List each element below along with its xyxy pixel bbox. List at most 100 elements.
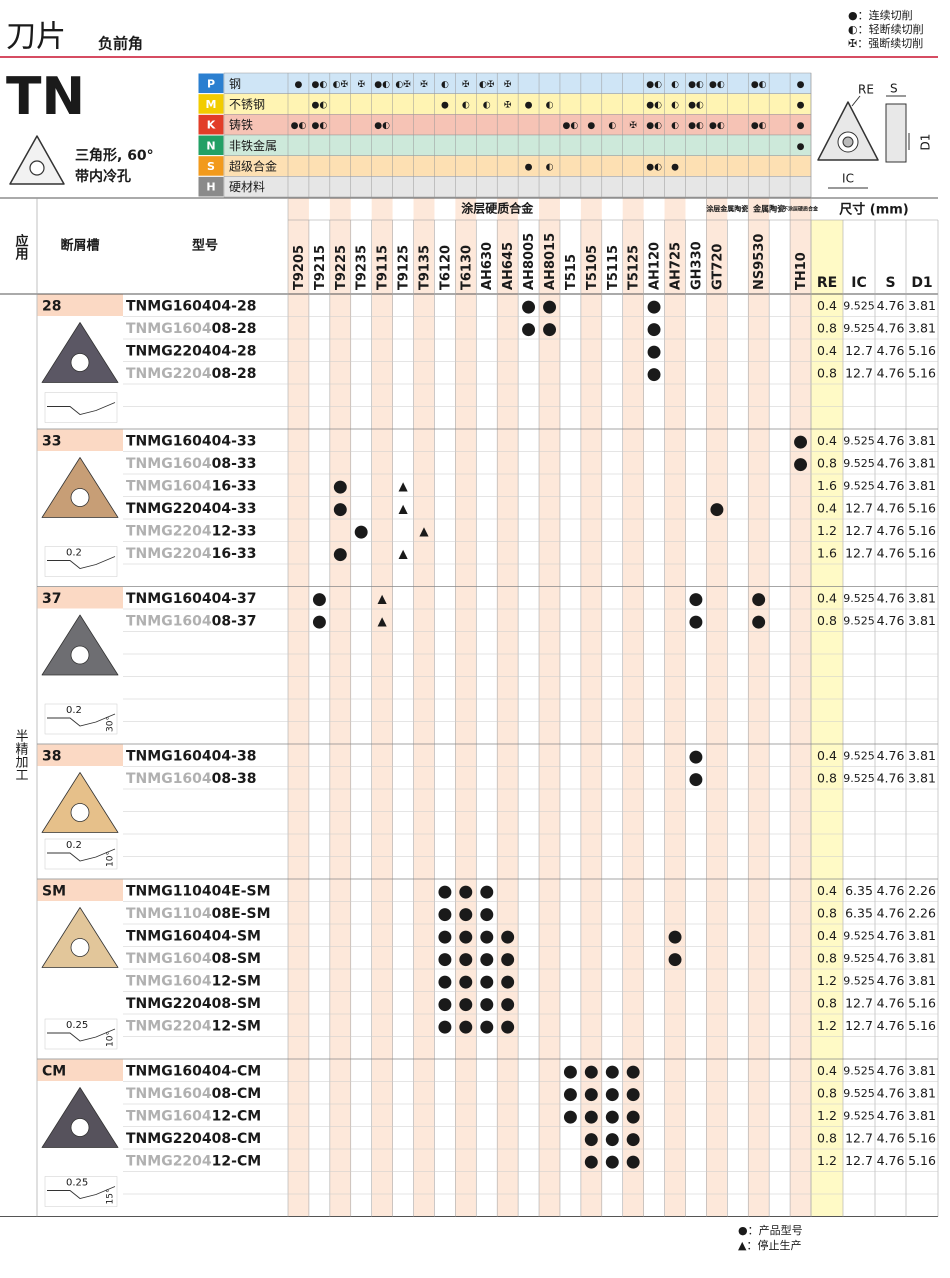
column-stripe bbox=[288, 198, 309, 1217]
dimension: 1.2 bbox=[817, 523, 837, 538]
dimension: 3.81 bbox=[908, 748, 936, 763]
series-code: TN bbox=[6, 67, 85, 127]
grade-mark: ● bbox=[668, 926, 683, 946]
dimension: 4.76 bbox=[877, 478, 905, 493]
dim-label: IC bbox=[851, 275, 866, 291]
grade-mark: ● bbox=[479, 949, 494, 969]
grade-mark: ● bbox=[437, 949, 452, 969]
model-part: TNMG160404-38 bbox=[126, 748, 256, 764]
grade-mark: ● bbox=[458, 904, 473, 924]
model: TNMG160408-37 bbox=[126, 613, 256, 629]
material-row bbox=[223, 176, 812, 198]
grade-name: T9235 bbox=[355, 245, 370, 290]
material-code: M bbox=[206, 98, 217, 111]
grade-mark: ● bbox=[793, 454, 808, 474]
diagram-label: D1 bbox=[919, 134, 933, 151]
grade-mark: ● bbox=[605, 1106, 620, 1126]
model-part: TNMG2204 bbox=[126, 546, 212, 562]
grade-name: T5105 bbox=[585, 245, 600, 290]
material-name: 铸铁 bbox=[229, 117, 253, 132]
dimension: 1.2 bbox=[817, 973, 837, 988]
material-mark: ◐ bbox=[462, 101, 470, 111]
grade-group: 涂层硬质合金 bbox=[461, 201, 534, 216]
grade-mark: ● bbox=[437, 994, 452, 1014]
insert-image bbox=[41, 1087, 119, 1148]
dimension: 4.76 bbox=[877, 500, 905, 515]
grade-mark: ● bbox=[333, 476, 348, 496]
material-mark: ◐✠ bbox=[479, 80, 494, 90]
column-stripe bbox=[497, 198, 519, 1217]
dimension: 5.16 bbox=[908, 545, 936, 560]
dimension: 9.525 bbox=[843, 1064, 875, 1077]
dimension: 3.81 bbox=[908, 433, 936, 448]
grade-mark: ● bbox=[605, 1061, 620, 1081]
insert-hole bbox=[70, 488, 90, 507]
dimension: 4.76 bbox=[877, 365, 905, 380]
grade-mark: ● bbox=[584, 1061, 599, 1081]
model: TNMG160408-38 bbox=[126, 771, 256, 787]
grade-mark: ● bbox=[312, 611, 327, 631]
grade-mark: ● bbox=[563, 1106, 578, 1126]
model-part: TNMG220408-CM bbox=[126, 1131, 261, 1147]
grade-mark: ● bbox=[689, 589, 704, 609]
material-mark: ●◐ bbox=[374, 80, 390, 90]
model-part: TNMG1604 bbox=[126, 456, 212, 472]
dimension: 0.4 bbox=[817, 748, 837, 763]
material-mark: ◐ bbox=[608, 121, 616, 131]
model: TNMG160408-SM bbox=[126, 951, 261, 967]
dimension: 9.525 bbox=[843, 1087, 875, 1100]
chipbreaker-cell bbox=[37, 1059, 123, 1081]
dimension: 4.76 bbox=[877, 973, 905, 988]
material-mark: ✠ bbox=[504, 80, 512, 90]
dimension: 4.76 bbox=[877, 905, 905, 920]
model: TNMG160404-38 bbox=[126, 748, 256, 764]
footer-legend: ●：产品型号 bbox=[738, 1223, 803, 1237]
grade-mark: ● bbox=[626, 1061, 641, 1081]
profile-label: 10° bbox=[106, 851, 116, 867]
dimension: 4.76 bbox=[877, 1130, 905, 1145]
model-part: TNMG2204 bbox=[126, 1018, 212, 1034]
column-stripe bbox=[580, 198, 602, 1217]
dimension: 3.81 bbox=[908, 950, 936, 965]
grade-mark: ● bbox=[521, 319, 536, 339]
grade-mark: ● bbox=[458, 994, 473, 1014]
diagram-label: IC bbox=[842, 172, 854, 186]
dimension: 9.525 bbox=[843, 1109, 875, 1122]
material-mark: ●◐ bbox=[688, 80, 704, 90]
material-code: K bbox=[207, 119, 216, 132]
column-stripe bbox=[371, 198, 393, 1217]
dimension: 4.76 bbox=[877, 1108, 905, 1123]
dimension: 9.525 bbox=[843, 322, 875, 335]
grade-mark: ● bbox=[437, 971, 452, 991]
chipbreaker: CM bbox=[42, 1063, 66, 1079]
model-part: TNMG1604 bbox=[126, 1108, 212, 1124]
grade-mark: ● bbox=[626, 1129, 641, 1149]
dimension: 5.16 bbox=[908, 365, 936, 380]
application-label: 应用 bbox=[13, 233, 30, 261]
profile-label: 0.2 bbox=[66, 548, 82, 559]
column-stripe bbox=[413, 198, 435, 1217]
column-stripe bbox=[664, 198, 686, 1217]
grade-mark: ● bbox=[500, 949, 515, 969]
material-mark: ◐ bbox=[546, 101, 554, 111]
profile-line bbox=[47, 402, 116, 415]
dimension: 5.16 bbox=[908, 1153, 936, 1168]
material-mark: ● bbox=[797, 80, 805, 90]
diagram-label: RE bbox=[858, 83, 874, 97]
insert-hole bbox=[70, 803, 90, 822]
dimension: 3.81 bbox=[908, 320, 936, 335]
dimension: 9.525 bbox=[843, 614, 875, 627]
material-mark: ●◐ bbox=[291, 121, 307, 131]
dimension: 4.76 bbox=[877, 320, 905, 335]
dimension: 1.6 bbox=[817, 478, 837, 493]
chipbreaker-cell bbox=[37, 744, 123, 766]
column-stripe bbox=[622, 198, 644, 1217]
dimension: 0.4 bbox=[817, 883, 837, 898]
material-mark: ●◐ bbox=[312, 101, 328, 111]
dimension: 12.7 bbox=[845, 500, 873, 515]
model: TNMG220412-CM bbox=[126, 1153, 261, 1169]
grade-mark: ● bbox=[333, 499, 348, 519]
dimension: 4.76 bbox=[877, 523, 905, 538]
grade-mark: ● bbox=[521, 296, 536, 316]
chipbreaker: 37 bbox=[42, 591, 61, 607]
